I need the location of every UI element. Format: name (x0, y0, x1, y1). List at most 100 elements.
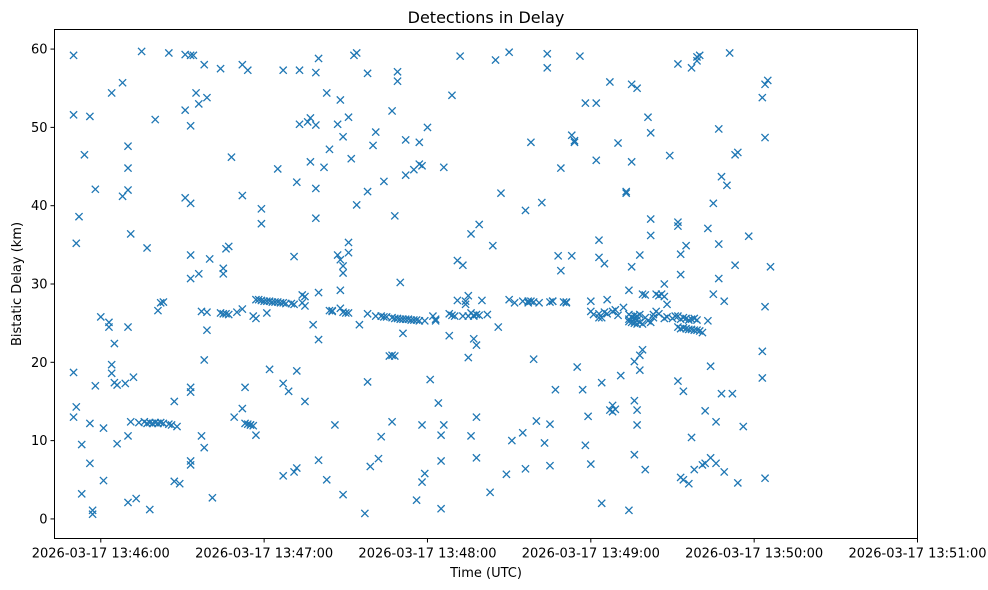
detection-marker (630, 450, 639, 459)
detection-marker (763, 76, 772, 85)
detection-marker (472, 453, 481, 462)
detection-marker (690, 465, 699, 474)
detection-marker (437, 431, 446, 440)
detection-marker (292, 178, 301, 187)
detection-marker (311, 68, 320, 77)
detection-marker (731, 261, 740, 270)
detection-marker (333, 120, 342, 129)
detection-marker (339, 261, 348, 271)
detection-marker (208, 493, 217, 502)
detection-marker (660, 292, 669, 301)
detection-marker (720, 297, 729, 306)
detection-marker (703, 316, 712, 325)
detection-marker (633, 420, 642, 430)
detection-marker (88, 510, 97, 519)
detection-marker (431, 315, 440, 324)
detection-marker (99, 424, 108, 433)
detection-marker (662, 312, 672, 321)
y-tick-label: 10 (31, 434, 48, 449)
detection-marker (709, 290, 718, 299)
detection-marker (622, 187, 631, 196)
detection-marker (333, 250, 342, 260)
detection-marker (262, 308, 271, 318)
detection-marker (246, 420, 255, 430)
detection-marker (352, 48, 361, 58)
detection-marker (306, 157, 315, 166)
detection-marker (216, 64, 225, 73)
detection-marker (123, 185, 133, 195)
detection-marker (123, 323, 133, 332)
x-tick-label: 2026-03-17 13:48:00 (358, 547, 496, 562)
detection-marker (401, 135, 410, 144)
y-axis-ticks: 0 10 20 30 40 50 60 (31, 43, 55, 527)
detection-marker (673, 221, 682, 231)
detection-marker (758, 373, 767, 383)
detection-marker (132, 494, 141, 503)
detection-marker (573, 362, 582, 372)
detection-marker (619, 303, 628, 312)
detection-marker (594, 309, 604, 318)
detection-marker (472, 310, 481, 319)
detection-marker (113, 380, 122, 390)
detection-marker (379, 177, 388, 186)
detection-marker (314, 54, 323, 63)
detection-marker (597, 378, 606, 387)
detection-marker (456, 52, 465, 61)
detection-marker (347, 154, 356, 163)
detection-marker (290, 252, 299, 261)
detection-marker (202, 93, 212, 102)
detection-marker (592, 99, 601, 108)
detection-marker (426, 375, 435, 384)
detection-marker (627, 80, 636, 89)
detection-marker (224, 310, 233, 319)
detection-marker (717, 389, 726, 398)
detection-marker (592, 156, 601, 165)
detection-marker (556, 164, 565, 173)
detection-marker (417, 478, 427, 487)
chart-title: Detections in Delay (408, 8, 565, 27)
detection-marker (107, 88, 116, 97)
detection-marker (118, 78, 127, 87)
detection-marker (292, 366, 301, 375)
detection-marker (412, 496, 421, 505)
detection-marker (181, 106, 190, 115)
detection-marker (635, 310, 644, 319)
detection-marker (232, 308, 241, 317)
detection-marker (537, 198, 546, 207)
detection-marker (562, 298, 571, 307)
detection-marker (437, 456, 446, 466)
detection-marker (192, 88, 201, 97)
detection-marker (521, 206, 530, 215)
detection-marker (491, 55, 500, 65)
detection-marker (311, 120, 320, 130)
detection-marker (91, 381, 100, 390)
detection-marker (597, 313, 606, 322)
detection-marker (447, 311, 457, 320)
detection-marker (570, 138, 579, 147)
detection-marker (575, 52, 584, 61)
detection-marker (646, 318, 655, 327)
detection-marker (197, 431, 206, 440)
detection-marker (243, 420, 252, 429)
detection-marker (684, 315, 693, 325)
detection-marker (613, 138, 623, 148)
detection-marker (603, 295, 612, 304)
detection-marker (733, 148, 742, 157)
detection-marker (156, 298, 165, 307)
detection-marker (692, 326, 702, 335)
detection-marker (423, 123, 432, 132)
detection-marker (96, 312, 105, 321)
detection-marker (532, 416, 541, 426)
detection-marker (388, 417, 397, 426)
detection-marker (202, 308, 212, 317)
detection-marker (622, 189, 631, 198)
detection-marker (584, 412, 593, 421)
detection-marker (336, 286, 345, 295)
detection-marker (641, 465, 650, 474)
detection-marker (186, 121, 195, 130)
detection-marker (200, 60, 209, 69)
detection-marker (344, 248, 353, 257)
detection-marker (328, 306, 337, 315)
detection-marker (638, 290, 647, 299)
